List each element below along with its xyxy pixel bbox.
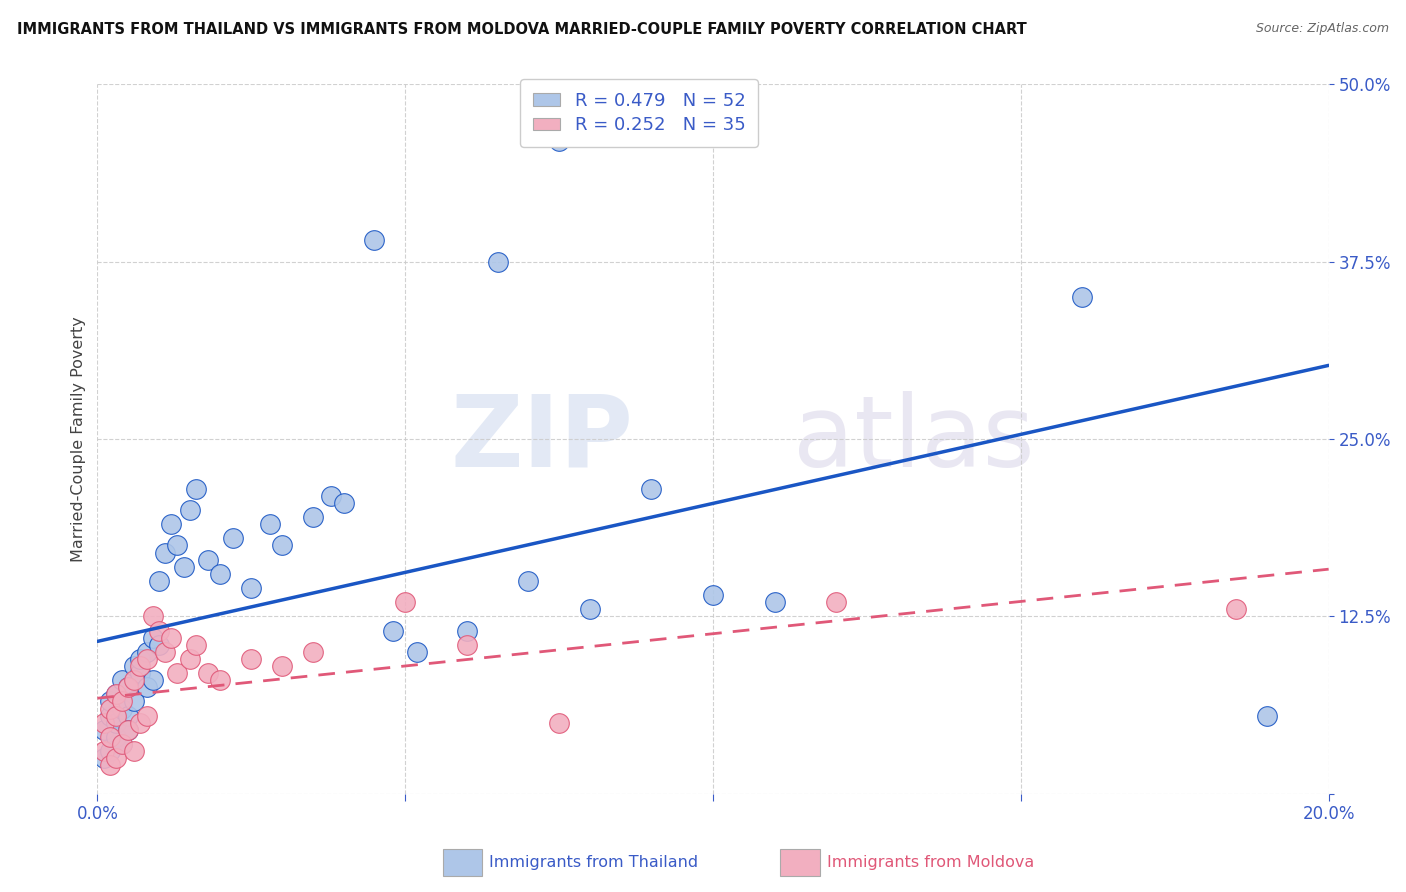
Point [825, 595, 848, 609]
Point [124, 694, 146, 708]
Point [548, 715, 571, 730]
Point [702, 588, 724, 602]
Point [93, 744, 115, 758]
Point [129, 715, 152, 730]
Point [640, 482, 662, 496]
Point [98, 730, 121, 744]
Point [104, 708, 127, 723]
Point [129, 652, 152, 666]
Point [160, 631, 183, 645]
Point [222, 532, 245, 546]
Point [456, 638, 478, 652]
Point [763, 595, 786, 609]
Point [1071, 290, 1094, 304]
Point [209, 673, 232, 688]
Point [301, 510, 323, 524]
Point [98, 701, 121, 715]
Point [179, 652, 201, 666]
Point [142, 609, 165, 624]
Point [153, 545, 176, 559]
Point [93, 751, 115, 765]
Point [184, 638, 207, 652]
Point [179, 503, 201, 517]
Point [456, 624, 478, 638]
Point [486, 254, 509, 268]
Point [111, 701, 134, 715]
Point [98, 694, 121, 708]
Point [153, 645, 176, 659]
Point [117, 723, 139, 737]
Point [321, 489, 343, 503]
Point [104, 730, 127, 744]
Point [111, 737, 134, 751]
Point [517, 574, 540, 588]
Point [135, 645, 157, 659]
Point [98, 744, 121, 758]
Point [135, 681, 157, 695]
Point [135, 708, 157, 723]
Point [129, 666, 152, 681]
Point [148, 574, 170, 588]
Text: Immigrants from Moldova: Immigrants from Moldova [827, 855, 1033, 870]
Point [104, 687, 127, 701]
Y-axis label: Married-Couple Family Poverty: Married-Couple Family Poverty [72, 316, 86, 562]
Point [209, 566, 232, 581]
Point [111, 673, 134, 688]
Point [381, 624, 404, 638]
Point [104, 687, 127, 701]
Text: atlas: atlas [793, 391, 1035, 488]
Point [160, 517, 183, 532]
Point [129, 659, 152, 673]
Point [394, 595, 416, 609]
Point [363, 234, 385, 248]
Point [93, 715, 115, 730]
Point [332, 496, 354, 510]
Point [1225, 602, 1247, 616]
Point [148, 624, 170, 638]
Point [259, 517, 281, 532]
Point [98, 708, 121, 723]
Point [579, 602, 602, 616]
Text: Immigrants from Thailand: Immigrants from Thailand [489, 855, 699, 870]
Point [173, 559, 195, 574]
Point [93, 723, 115, 737]
Point [1256, 708, 1278, 723]
Point [124, 659, 146, 673]
Point [197, 552, 219, 566]
Point [166, 538, 188, 552]
Point [104, 751, 127, 765]
Point [117, 708, 139, 723]
Point [406, 645, 429, 659]
Point [271, 659, 294, 673]
Point [135, 652, 157, 666]
Point [117, 723, 139, 737]
Point [104, 715, 127, 730]
Point [301, 645, 323, 659]
Point [548, 134, 571, 148]
Point [166, 666, 188, 681]
Point [184, 482, 207, 496]
Point [148, 638, 170, 652]
Point [111, 737, 134, 751]
Text: IMMIGRANTS FROM THAILAND VS IMMIGRANTS FROM MOLDOVA MARRIED-COUPLE FAMILY POVERT: IMMIGRANTS FROM THAILAND VS IMMIGRANTS F… [17, 22, 1026, 37]
Point [124, 744, 146, 758]
Point [240, 652, 263, 666]
Point [197, 666, 219, 681]
Point [98, 758, 121, 772]
Text: ZIP: ZIP [450, 391, 633, 488]
Point [117, 681, 139, 695]
Point [240, 581, 263, 595]
Legend: R = 0.479   N = 52, R = 0.252   N = 35: R = 0.479 N = 52, R = 0.252 N = 35 [520, 79, 758, 147]
Point [271, 538, 294, 552]
Point [124, 673, 146, 688]
Point [117, 681, 139, 695]
Text: Source: ZipAtlas.com: Source: ZipAtlas.com [1256, 22, 1389, 36]
Point [142, 673, 165, 688]
Point [142, 631, 165, 645]
Point [111, 694, 134, 708]
